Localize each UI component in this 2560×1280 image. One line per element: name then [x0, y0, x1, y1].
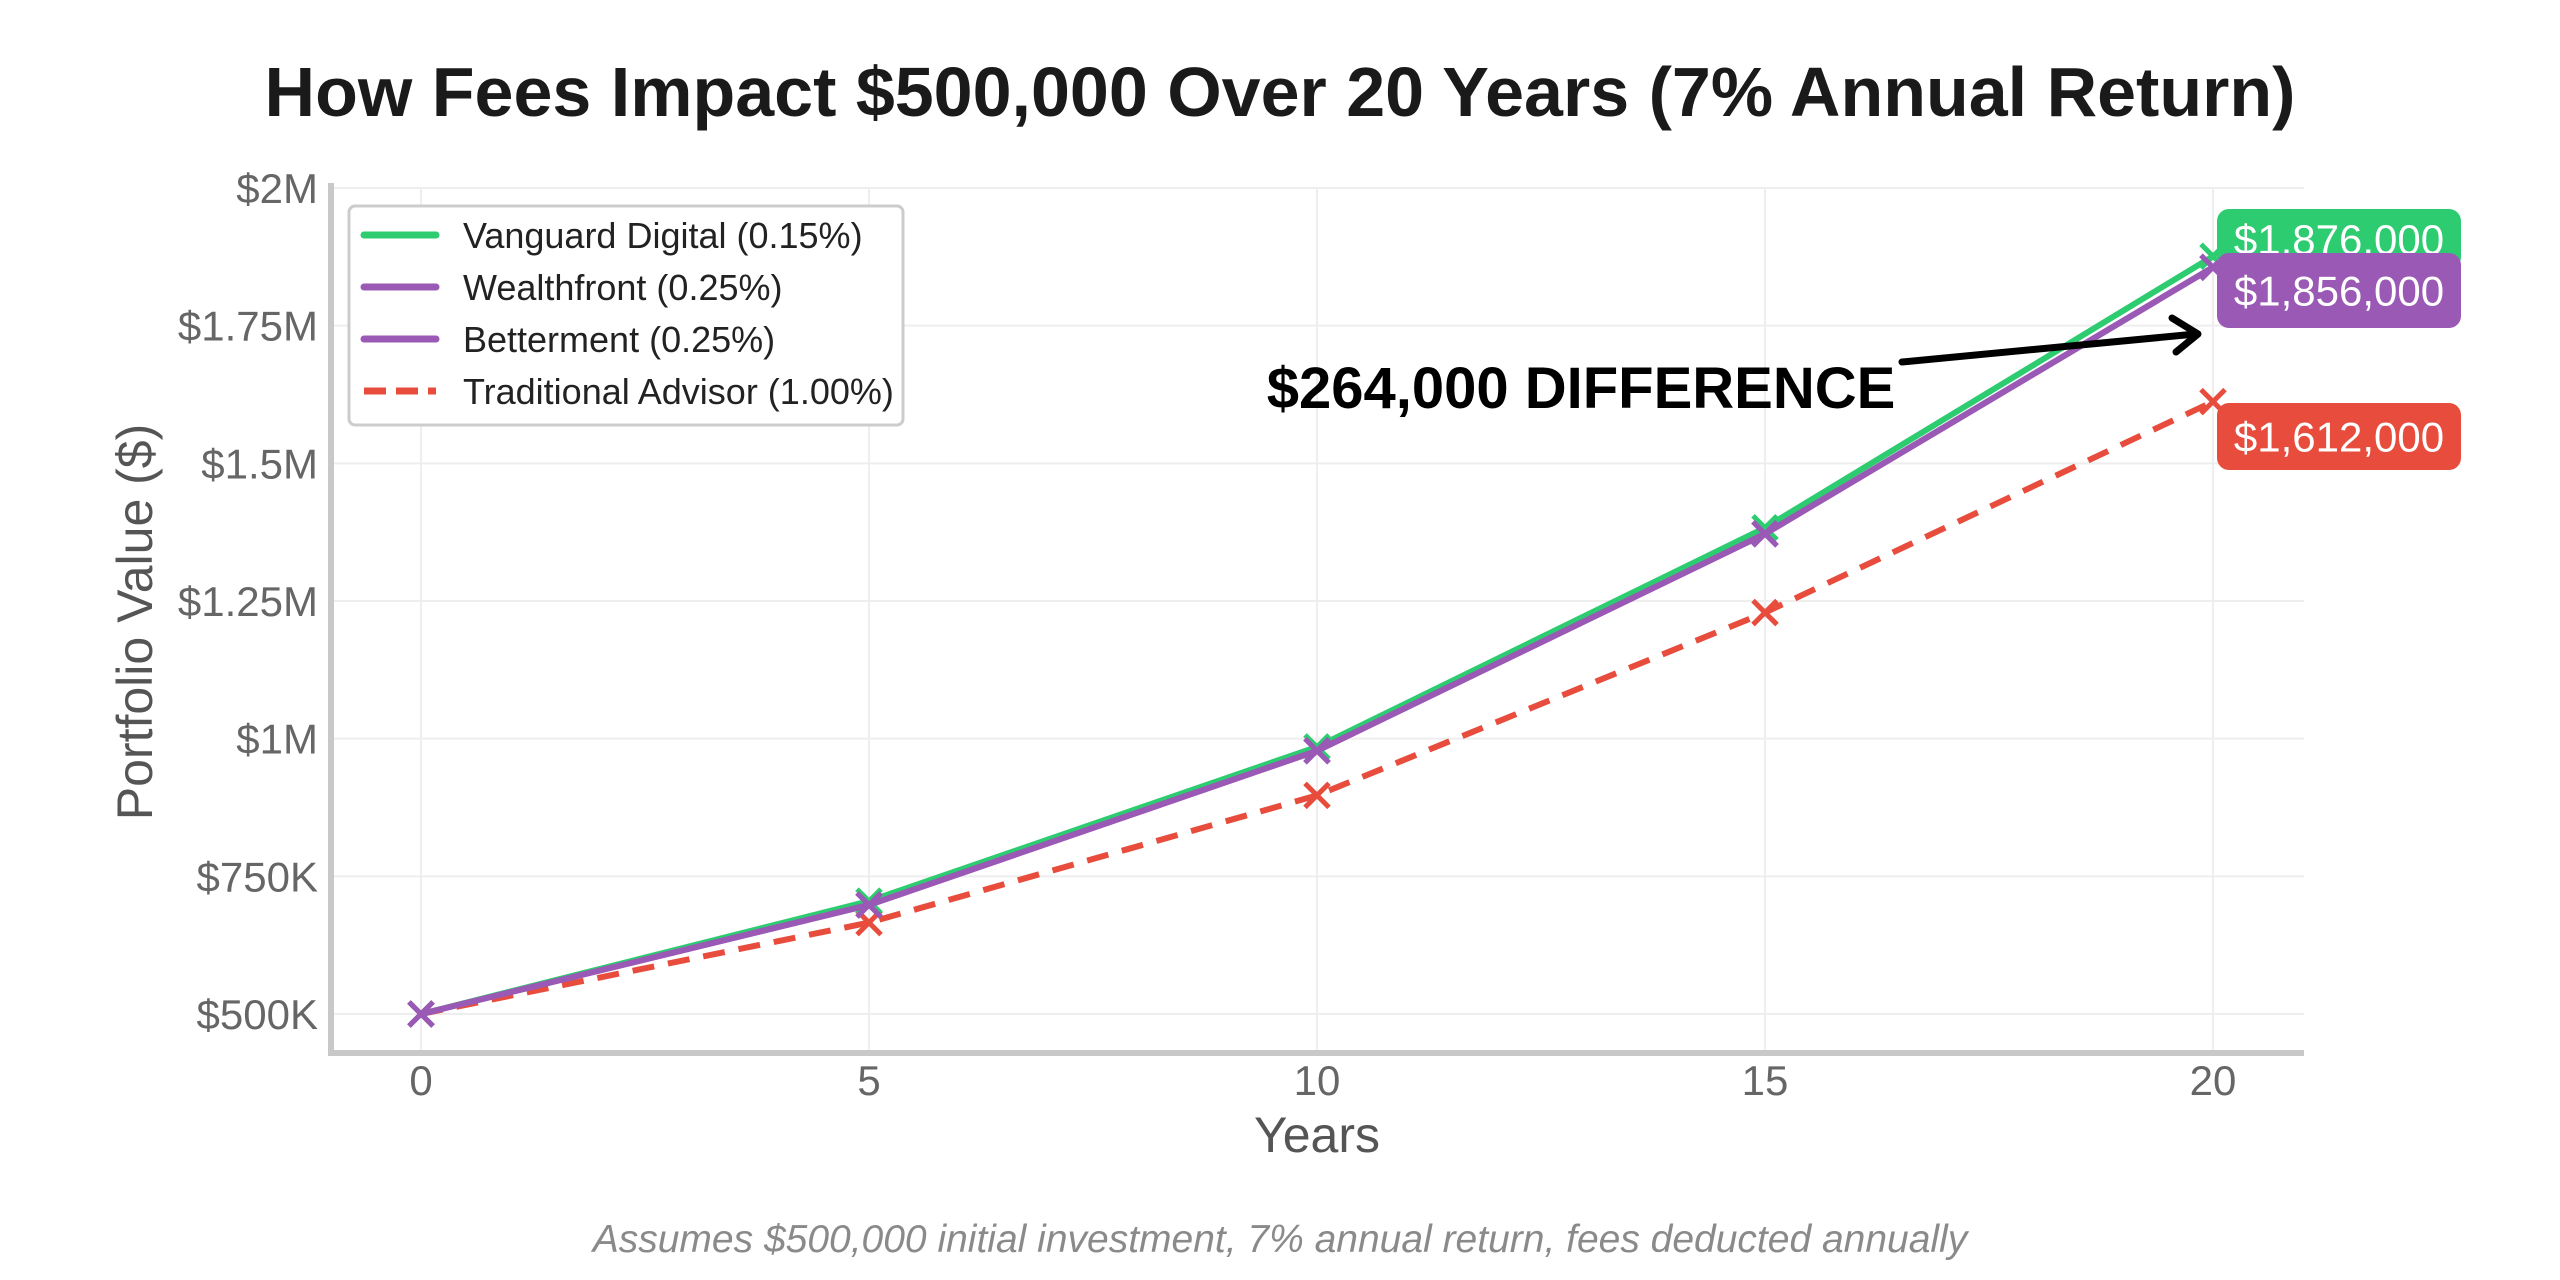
- legend-label: Traditional Advisor (1.00%): [463, 371, 894, 412]
- annotation-text: $264,000 DIFFERENCE: [1267, 356, 1896, 421]
- end-label-text: $1,856,000: [2234, 268, 2444, 315]
- x-tick-label: 15: [1742, 1057, 1789, 1104]
- x-tick-labels: 0 5 10 15 20: [409, 1057, 2236, 1104]
- y-tick-label: $1.75M: [178, 303, 318, 350]
- end-label-text: $1,612,000: [2234, 414, 2444, 461]
- legend-box: [347, 204, 905, 427]
- arrow-head-icon: [2168, 314, 2202, 356]
- end-label-box: [2217, 403, 2461, 470]
- data-point-marker: [407, 1000, 435, 1028]
- footnote: Assumes $500,000 initial investment, 7% …: [591, 1218, 1970, 1261]
- x-tick-label: 5: [857, 1057, 880, 1104]
- data-point-marker: [1303, 737, 1331, 765]
- y-tick-label: $1M: [236, 716, 318, 763]
- data-point-marker: [1751, 598, 1779, 627]
- data-point-marker: [1751, 520, 1779, 548]
- y-axis-label: Portfolio Value ($): [107, 424, 163, 820]
- legend-label: Betterment (0.25%): [463, 319, 775, 360]
- end-label-box: [2217, 253, 2461, 328]
- y-tick-label: $500K: [197, 991, 318, 1038]
- end-value-labels: $1,876,000$1,856,000$1,612,000: [2217, 209, 2461, 470]
- series-lines: [407, 242, 2227, 1028]
- x-tick-label: 10: [1294, 1057, 1341, 1104]
- y-tick-labels: $500K $750K $1M $1.25M $1.5M $1.75M $2M: [178, 165, 318, 1038]
- y-tick-label: $1.5M: [201, 440, 318, 487]
- x-axis-label: Years: [1254, 1107, 1380, 1163]
- x-tick-label: 20: [2190, 1057, 2237, 1104]
- y-tick-label: $1.25M: [178, 578, 318, 625]
- legend-label: Vanguard Digital (0.15%): [463, 215, 863, 256]
- axes: [328, 183, 2304, 1056]
- legend-label: Wealthfront (0.25%): [463, 267, 782, 308]
- data-point-marker: [1303, 781, 1331, 810]
- x-tick-label: 0: [409, 1057, 432, 1104]
- annotation-arrow-icon: [1898, 330, 2200, 366]
- chart-title: How Fees Impact $500,000 Over 20 Years (…: [265, 53, 2296, 131]
- y-tick-label: $750K: [197, 853, 318, 900]
- series-line: [420, 398, 2215, 1017]
- y-tick-label: $2M: [236, 165, 318, 212]
- legend: Vanguard Digital (0.15%) Wealthfront (0.2…: [347, 204, 905, 427]
- difference-annotation: $264,000 DIFFERENCE: [1267, 314, 2202, 421]
- data-point-marker: [855, 891, 883, 919]
